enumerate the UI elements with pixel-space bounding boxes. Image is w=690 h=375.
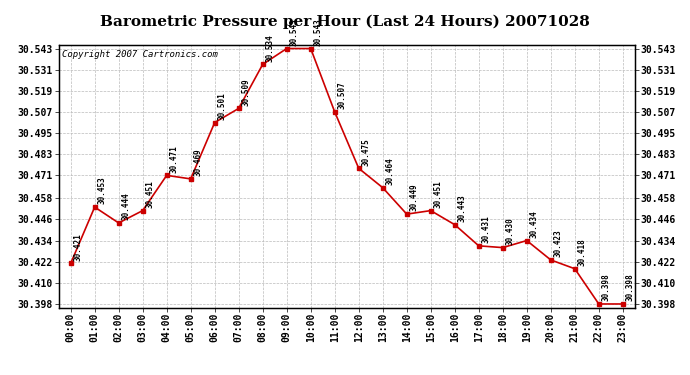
Text: 30.453: 30.453	[97, 177, 106, 204]
Text: 30.451: 30.451	[146, 180, 155, 208]
Text: 30.543: 30.543	[313, 18, 322, 46]
Text: 30.451: 30.451	[433, 180, 442, 208]
Text: 30.421: 30.421	[73, 233, 82, 261]
Text: 30.423: 30.423	[553, 230, 562, 257]
Text: 30.449: 30.449	[410, 184, 419, 211]
Text: 30.434: 30.434	[529, 210, 539, 238]
Text: 30.534: 30.534	[266, 34, 275, 62]
Text: 30.475: 30.475	[362, 138, 371, 165]
Text: 30.443: 30.443	[457, 194, 466, 222]
Text: 30.501: 30.501	[217, 92, 226, 120]
Text: 30.418: 30.418	[578, 238, 586, 266]
Text: 30.469: 30.469	[193, 148, 202, 176]
Text: 30.509: 30.509	[241, 78, 250, 106]
Text: 30.398: 30.398	[626, 273, 635, 301]
Text: Copyright 2007 Cartronics.com: Copyright 2007 Cartronics.com	[61, 50, 217, 59]
Text: 30.543: 30.543	[290, 18, 299, 46]
Text: 30.464: 30.464	[386, 157, 395, 185]
Text: 30.471: 30.471	[170, 145, 179, 172]
Text: 30.430: 30.430	[506, 217, 515, 245]
Text: 30.444: 30.444	[121, 192, 130, 220]
Text: 30.507: 30.507	[337, 81, 346, 109]
Text: 30.398: 30.398	[602, 273, 611, 301]
Text: Barometric Pressure per Hour (Last 24 Hours) 20071028: Barometric Pressure per Hour (Last 24 Ho…	[100, 15, 590, 29]
Text: 30.431: 30.431	[482, 215, 491, 243]
